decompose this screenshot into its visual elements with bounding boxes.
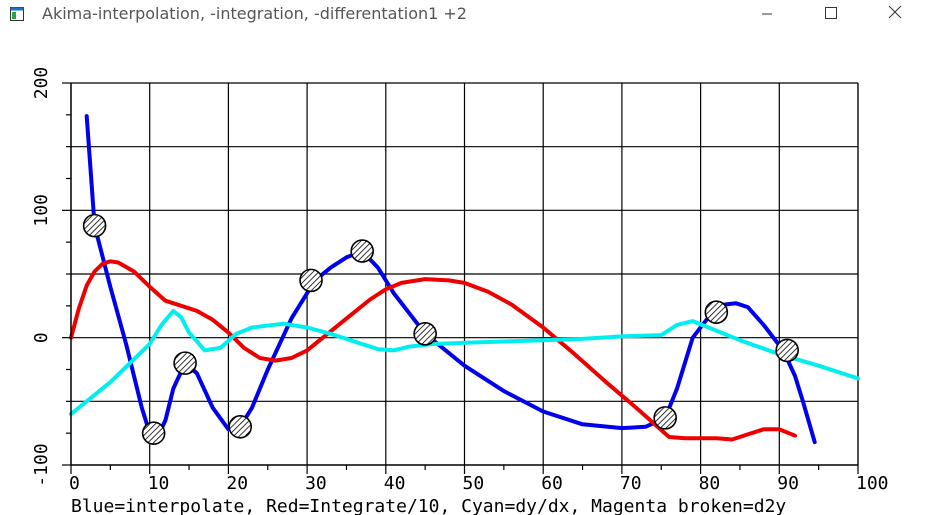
- x-tick-label: 50: [463, 473, 485, 494]
- akima-chart: 0 10 20 30 40 50 60 70 80 90 100 -100 0 100 200 Blue=i…: [31, 67, 889, 515]
- x-tick-label: 40: [384, 473, 406, 494]
- data-point-marker: [173, 351, 197, 375]
- chart-caption: Blue=interpolate, Red=Integrate/10, Cyan…: [71, 496, 786, 515]
- data-point-marker: [299, 268, 323, 293]
- window-app-icon: [10, 7, 24, 21]
- y-tick-label: -100: [31, 443, 52, 486]
- data-point-marker: [775, 338, 799, 363]
- x-tick-label: 0: [69, 473, 80, 494]
- series-line-2: [69, 308, 860, 417]
- x-tick-label: 80: [699, 473, 721, 494]
- x-tick-label: 60: [541, 473, 563, 494]
- data-point-marker: [413, 322, 437, 346]
- chart-axes: 0 10 20 30 40 50 60 70 80 90 100 -100 0 100 200: [31, 67, 889, 494]
- x-tick-label: 10: [148, 473, 170, 494]
- data-point-marker: [141, 421, 166, 445]
- chart-markers: [82, 213, 799, 445]
- x-tick-label: 90: [777, 473, 799, 494]
- data-point-marker: [82, 213, 107, 238]
- close-icon[interactable]: [872, 0, 918, 30]
- maximize-icon[interactable]: [808, 0, 854, 30]
- x-tick-label: 70: [620, 473, 642, 494]
- y-tick-label: 0: [31, 332, 52, 343]
- chart-grid: [71, 82, 859, 465]
- x-tick-label: 20: [226, 473, 248, 494]
- x-tick-label: 100: [856, 473, 889, 494]
- data-point-marker: [704, 300, 729, 325]
- data-point-marker: [350, 239, 374, 263]
- data-point-marker: [653, 406, 677, 430]
- series-line-1: [69, 259, 797, 442]
- x-tick-label: 30: [305, 473, 327, 494]
- data-point-marker: [228, 414, 253, 439]
- minimize-icon[interactable]: [744, 0, 790, 30]
- y-tick-label: 100: [31, 194, 52, 227]
- window-title: Akima-interpolation, -integration, -diff…: [42, 4, 467, 23]
- title-bar: Akima-interpolation, -integration, -diff…: [0, 0, 934, 30]
- y-tick-label: 200: [31, 67, 52, 100]
